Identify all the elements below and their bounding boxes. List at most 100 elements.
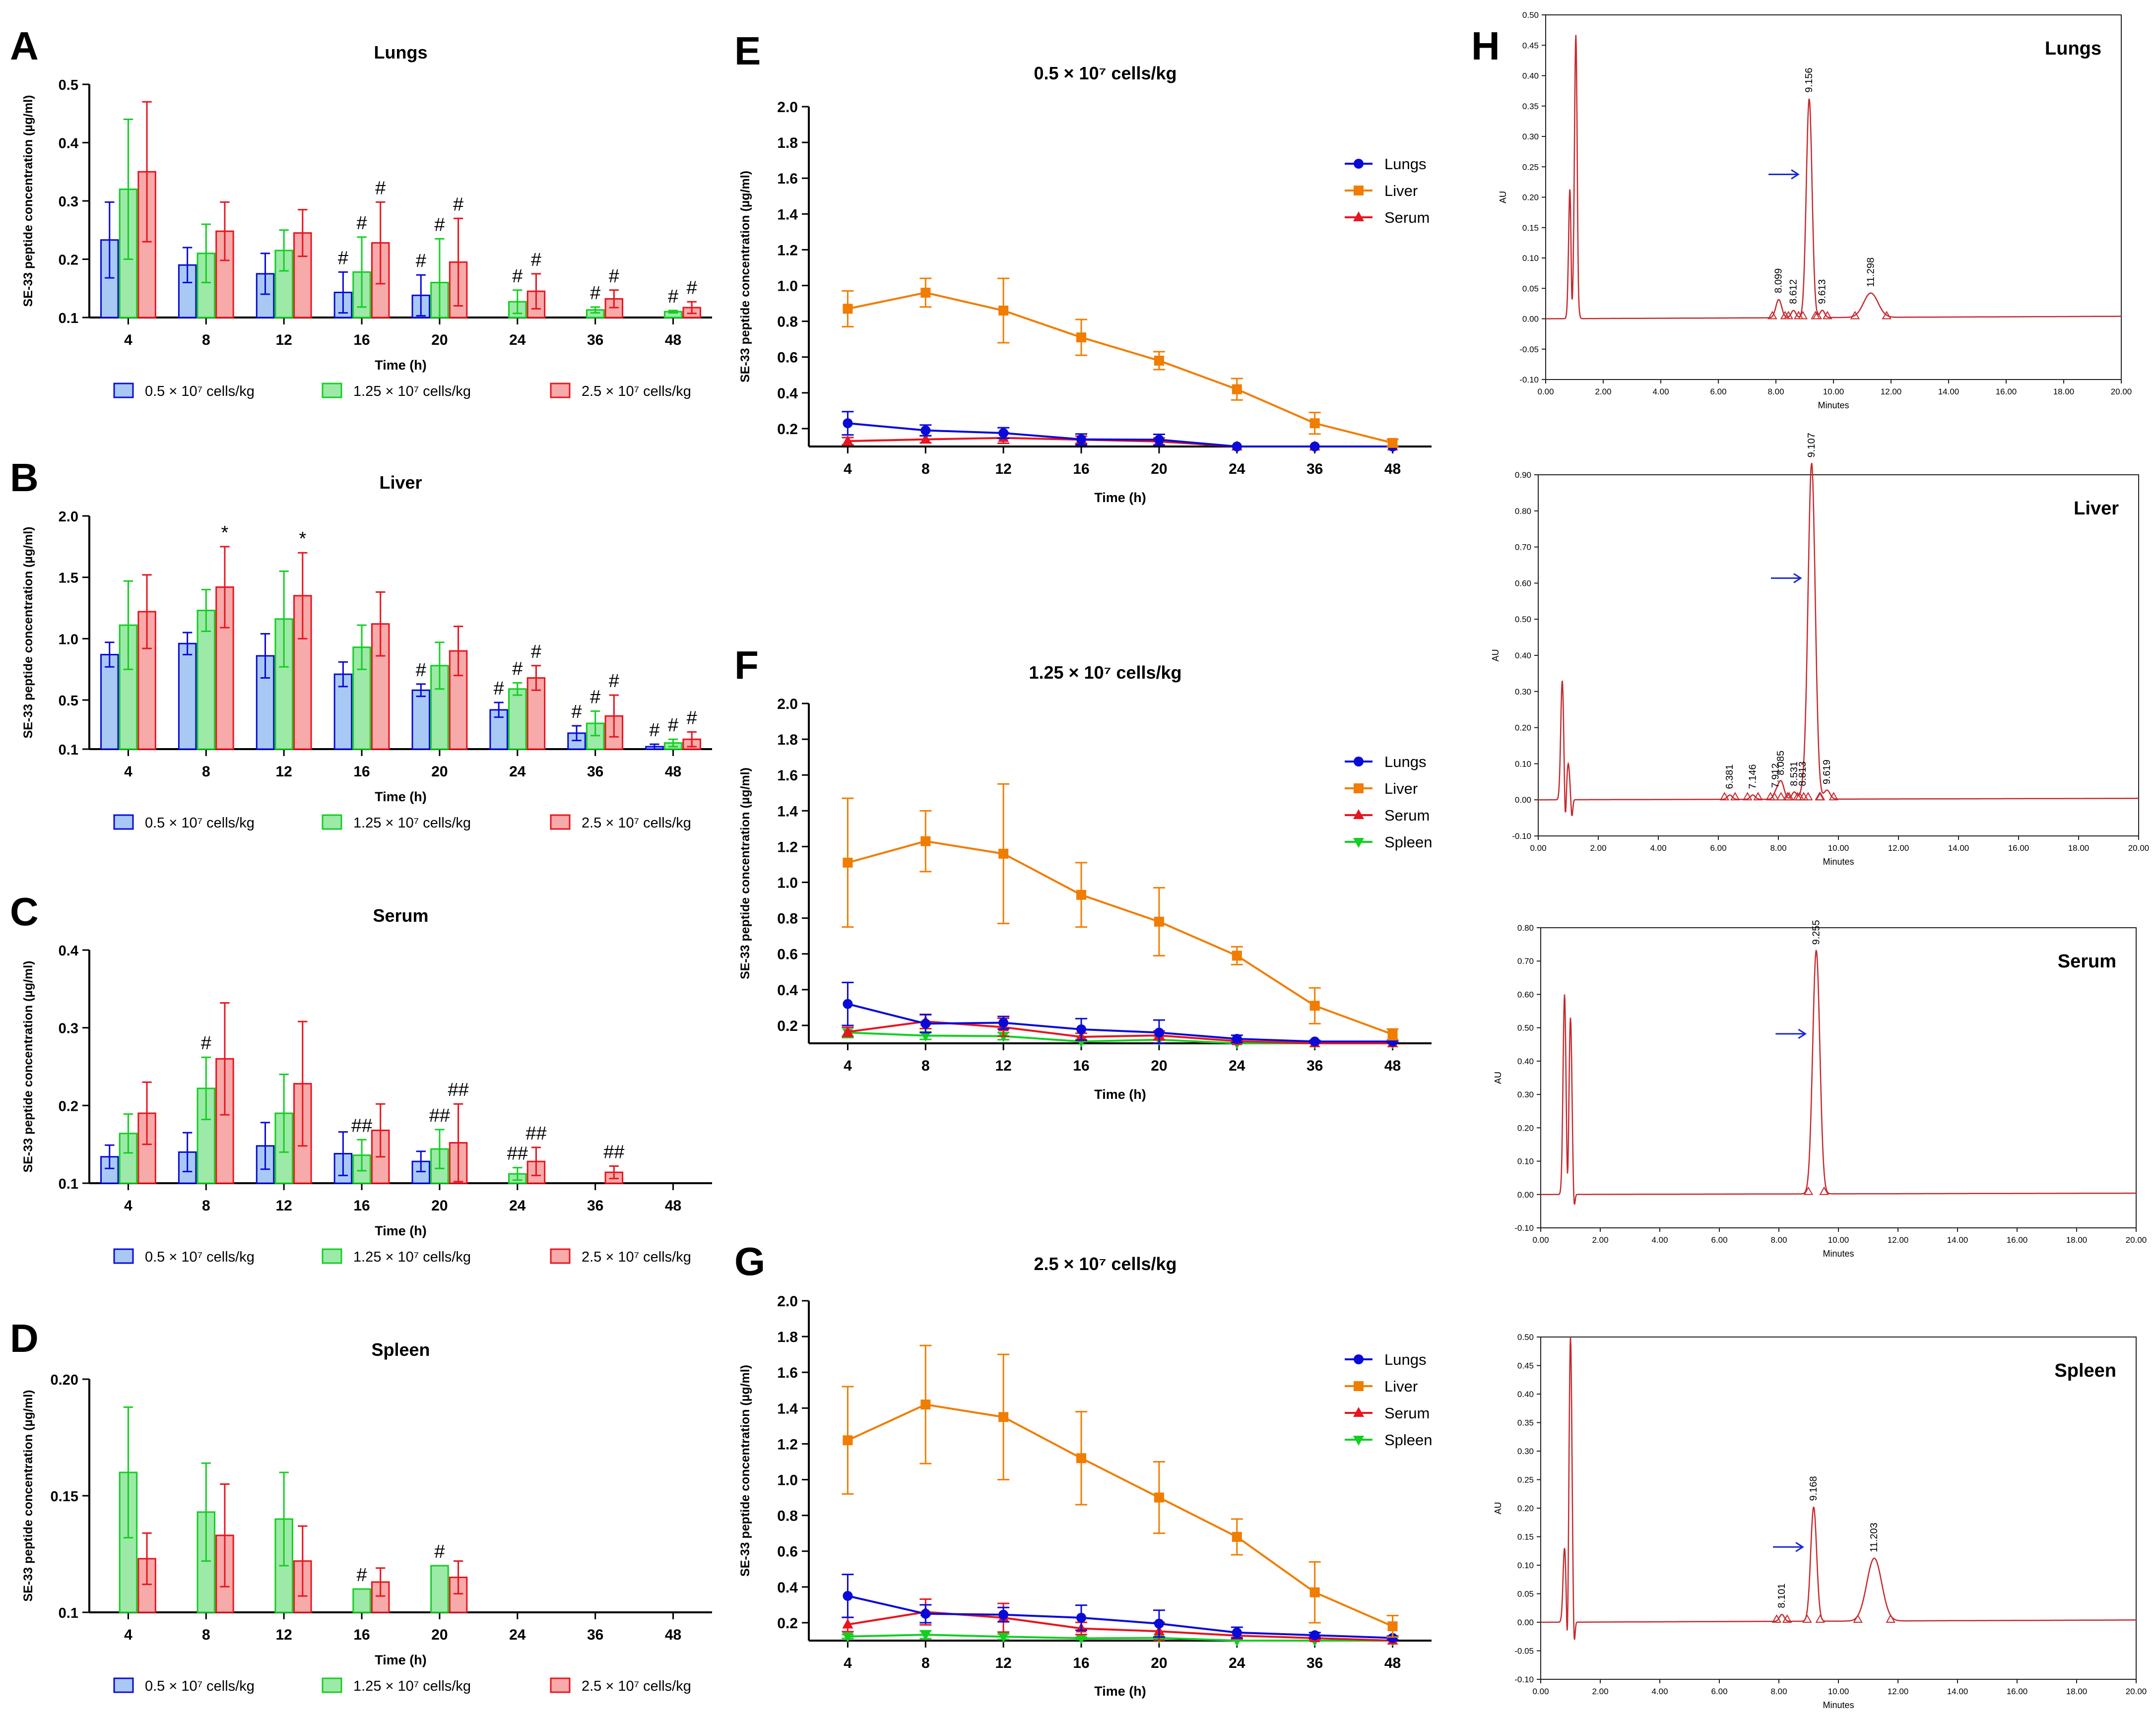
y-tick-label: 0.30 <box>1517 1447 1534 1456</box>
x-axis-label: Minutes <box>1818 400 1849 410</box>
plot-frame <box>1540 927 2137 1228</box>
x-tick-label: 16 <box>1073 1058 1089 1074</box>
data-point <box>920 1631 931 1641</box>
peak-label: 9.613 <box>1817 279 1828 304</box>
integration-marker <box>1767 311 1777 319</box>
y-tick-label: 0.20 <box>1517 1123 1534 1133</box>
legend-label: 1.25 × 10⁷ cells/kg <box>353 1678 471 1694</box>
x-tick-label: 0.00 <box>1537 387 1554 396</box>
data-point <box>843 304 853 314</box>
x-tick-label: 20 <box>1151 1655 1167 1671</box>
plot-frame <box>1545 14 2122 380</box>
x-tick-label: 4.00 <box>1652 387 1669 396</box>
x-tick-label: 36 <box>587 1627 603 1643</box>
y-axis-label: AU <box>1491 649 1501 661</box>
integration-marker <box>1719 792 1730 801</box>
x-tick-label: 36 <box>587 1198 603 1214</box>
y-tick-label: 0.15 <box>51 1489 78 1505</box>
significance-mark: ## <box>351 1115 372 1136</box>
series-line <box>847 1003 1393 1043</box>
y-tick-label: 0.2 <box>777 421 798 438</box>
legend-label: Serum <box>1384 1404 1430 1422</box>
line-chart-E: E 0.5 × 10⁷ cells/kg 0.2 0.4 0.6 0.8 1.0 1.2 1.4… <box>734 29 1432 505</box>
chromatogram-lungs: H -0.10 -0.05 0.00 0.05 0.10 0.15 0.20 0.25 0.30 0… <box>1471 10 2132 410</box>
data-point <box>920 287 931 298</box>
x-tick-label: 10.00 <box>1828 843 1849 853</box>
x-tick-label: 48 <box>1384 461 1401 477</box>
y-tick-label: 0.5 <box>59 77 78 93</box>
data-point <box>1354 1381 1364 1391</box>
data-point <box>1076 1634 1087 1645</box>
significance-mark: # <box>434 214 445 235</box>
legend-label: Serum <box>1384 807 1430 824</box>
y-tick-label: 0.50 <box>1515 615 1531 624</box>
series-line <box>848 422 1393 447</box>
legend-label: 0.5 × 10⁷ cells/kg <box>145 1678 255 1694</box>
data-point <box>1076 1612 1087 1623</box>
legend-label: 2.5 × 10⁷ cells/kg <box>582 815 691 831</box>
x-tick-label: 12.00 <box>1888 1687 1909 1696</box>
peak-label: 8.813 <box>1797 762 1808 786</box>
data-point <box>1353 1407 1364 1417</box>
x-tick-label: 6.00 <box>1710 387 1726 396</box>
x-tick-label: 16 <box>353 332 370 348</box>
legend-swatch <box>550 1677 571 1693</box>
y-tick-label: 0.5 <box>59 693 78 709</box>
significance-mark: # <box>531 250 541 270</box>
x-tick-label: 12.00 <box>1888 1235 1909 1245</box>
y-tick-label: 0.6 <box>777 947 798 963</box>
x-tick-label: 16 <box>353 1198 370 1214</box>
x-tick-label: 0.00 <box>1532 1235 1549 1245</box>
x-tick-label: 48 <box>665 764 681 780</box>
bar <box>196 609 216 750</box>
x-tick-label: 8 <box>202 764 210 780</box>
x-tick-label: 48 <box>665 1627 681 1643</box>
y-tick-label: 0.8 <box>777 911 798 927</box>
x-tick-label: 12.00 <box>1881 387 1902 396</box>
x-tick-label: 24 <box>509 764 526 780</box>
x-tick-label: 14.00 <box>1947 1235 1968 1245</box>
x-tick-label: 10.00 <box>1823 387 1844 396</box>
x-tick-label: 8.00 <box>1770 843 1786 853</box>
bar <box>119 624 138 750</box>
significance-mark: # <box>356 1565 367 1586</box>
x-tick-label: 36 <box>1307 1655 1323 1671</box>
bar <box>352 1588 371 1613</box>
data-point <box>1232 442 1242 451</box>
significance-mark: * <box>299 528 306 549</box>
y-tick-label: -0.05 <box>1519 345 1539 354</box>
x-tick-label: 16.00 <box>2008 843 2029 853</box>
x-tick-label: 4 <box>844 461 852 477</box>
legend-label: Lungs <box>1384 1351 1426 1368</box>
chart-title: 2.5 × 10⁷ cells/kg <box>1034 1254 1176 1274</box>
data-point <box>1232 384 1242 394</box>
x-tick-label: 12 <box>276 1627 292 1643</box>
y-tick-label: 0.1 <box>59 742 78 758</box>
y-axis-label: SE-33 peptide concentration (µg/ml) <box>21 961 35 1173</box>
x-tick-label: 24 <box>509 1198 526 1214</box>
data-point <box>1309 1001 1320 1011</box>
x-axis-label: Time (h) <box>375 358 427 373</box>
integration-marker <box>1815 792 1826 801</box>
y-tick-label: 1.8 <box>777 135 798 151</box>
integration-marker <box>1802 1614 1812 1623</box>
y-tick-label: 0.25 <box>1522 162 1539 172</box>
integration-marker <box>1812 311 1823 319</box>
y-tick-label: 1.0 <box>777 1472 798 1489</box>
significance-mark: # <box>338 248 348 268</box>
x-tick-label: 20 <box>1151 1058 1167 1074</box>
legend-label: 1.25 × 10⁷ cells/kg <box>353 1249 471 1265</box>
y-tick-label: 2.0 <box>777 696 798 712</box>
integration-marker <box>1823 311 1832 319</box>
x-tick-label: 20 <box>431 332 448 348</box>
x-tick-label: 18.00 <box>2053 387 2075 396</box>
x-tick-label: 12 <box>276 332 292 348</box>
significance-mark: # <box>531 641 541 662</box>
data-point <box>1354 757 1364 766</box>
y-tick-label: 0.2 <box>777 1018 798 1034</box>
y-tick-label: -0.10 <box>1519 375 1539 384</box>
y-tick-label: 0.8 <box>777 1508 798 1525</box>
peak-label: 11.298 <box>1865 257 1876 287</box>
chromatogram-title: Spleen <box>2054 1360 2116 1381</box>
significance-mark: # <box>668 286 678 307</box>
